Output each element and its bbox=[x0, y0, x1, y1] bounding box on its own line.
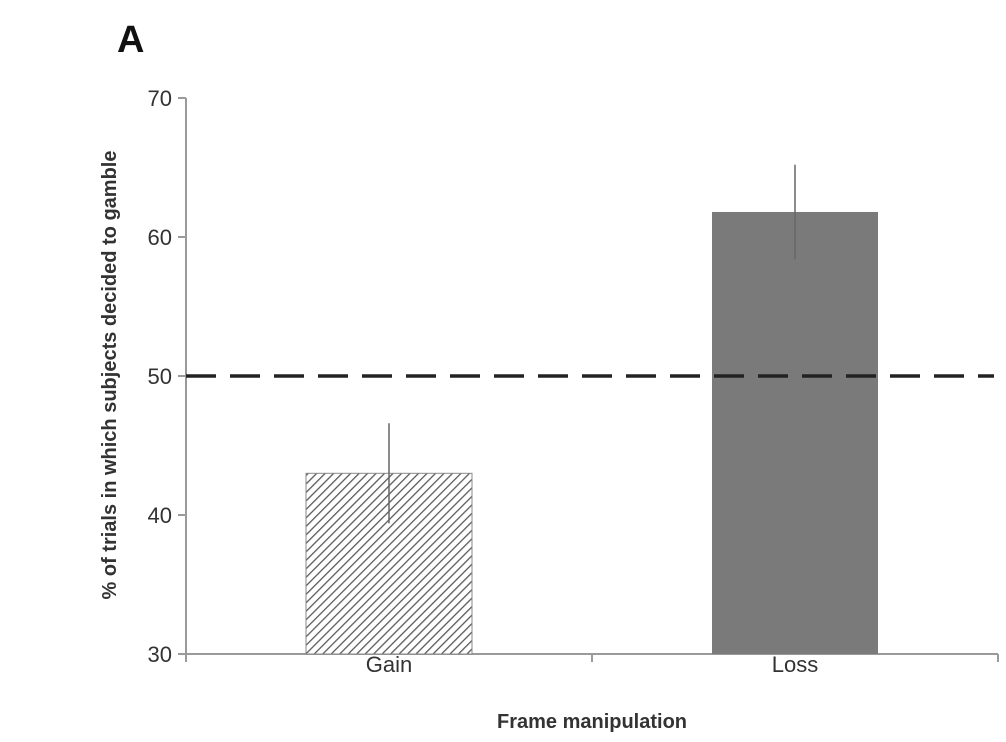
y-tick-label: 40 bbox=[148, 503, 172, 528]
panel-letter: A bbox=[117, 19, 144, 61]
y-tick-label: 50 bbox=[148, 364, 172, 389]
x-category-label: Loss bbox=[772, 652, 818, 677]
x-axis-title: Frame manipulation bbox=[497, 711, 687, 733]
y-tick-label: 70 bbox=[148, 86, 172, 111]
x-category-label: Gain bbox=[366, 652, 412, 677]
y-axis-title: % of trials in which subjects decided to… bbox=[99, 151, 121, 600]
bars bbox=[305, 211, 878, 655]
y-ticks: 30 40 50 60 70 bbox=[148, 86, 186, 667]
error-bars bbox=[388, 164, 796, 524]
y-tick-label: 30 bbox=[148, 642, 172, 667]
y-tick-label: 60 bbox=[148, 225, 172, 250]
x-ticks: Gain Loss bbox=[185, 652, 999, 677]
bar-loss bbox=[712, 211, 878, 655]
